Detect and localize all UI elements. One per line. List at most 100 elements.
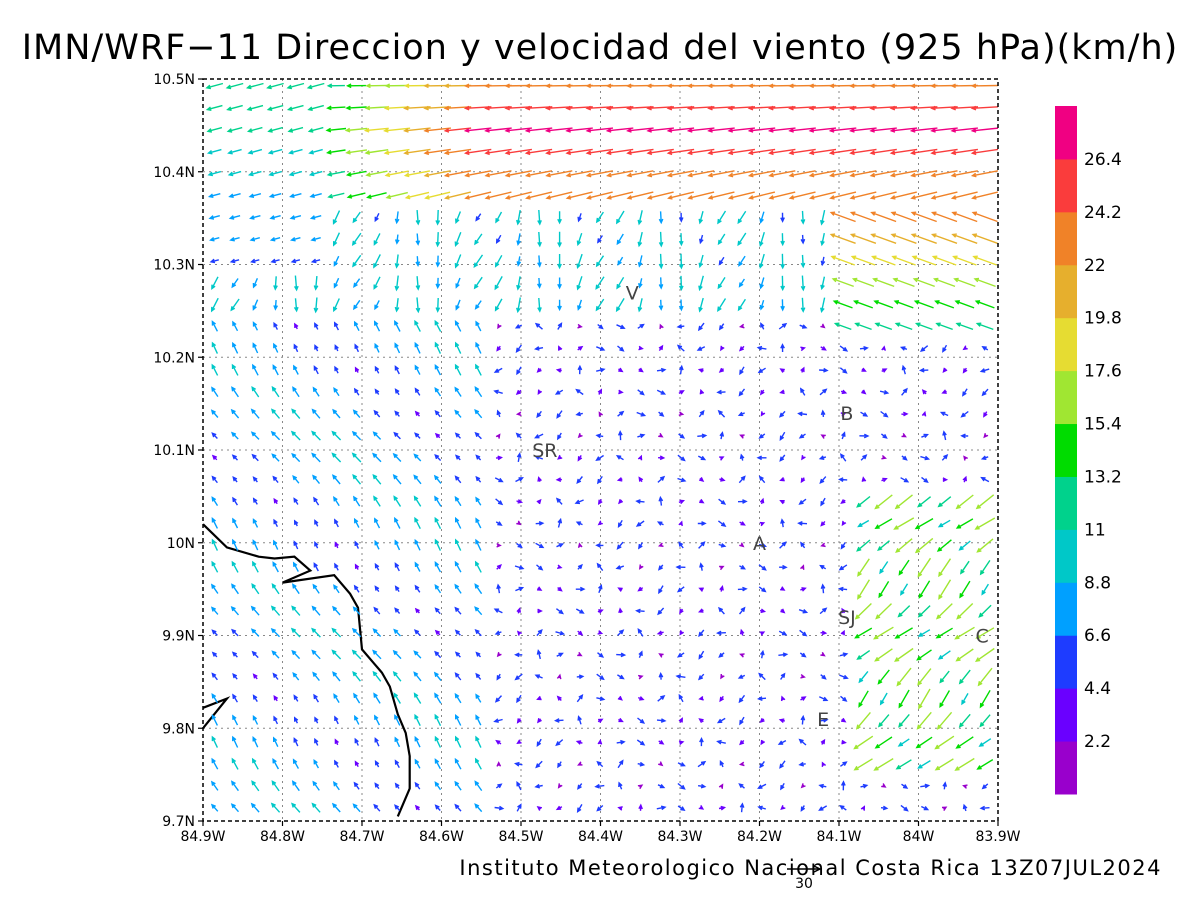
wind-vector: [900, 804, 909, 812]
wind-vector: [900, 477, 910, 483]
wind-vector: [861, 476, 867, 482]
wind-vector: [800, 783, 806, 789]
wind-vector: [290, 258, 301, 264]
wind-vector: [760, 322, 765, 330]
wind-vector: [536, 367, 542, 373]
wind-vector: [577, 455, 583, 462]
wind-vector: [716, 739, 726, 745]
wind-vector: [759, 231, 765, 248]
wind-vector: [759, 253, 765, 269]
place-label: C: [975, 626, 988, 648]
wind-vector: [231, 386, 239, 398]
wind-vector: [314, 716, 319, 724]
wind-vector: [955, 736, 974, 749]
x-tick-label: 84.9W: [180, 829, 225, 845]
wind-vector: [849, 233, 877, 244]
wind-vector: [545, 191, 573, 200]
wind-vector: [759, 497, 765, 505]
wind-vector: [206, 148, 222, 155]
wind-vector: [616, 324, 626, 329]
wind-vector: [434, 561, 442, 573]
wind-vector: [414, 538, 421, 551]
wind-vector: [495, 521, 503, 526]
wind-vector: [697, 608, 704, 613]
wind-vector: [840, 412, 847, 417]
wind-vector: [313, 562, 319, 572]
wind-vector: [780, 518, 785, 528]
wind-vector: [270, 802, 281, 813]
wind-vector: [758, 586, 767, 593]
wind-vector: [273, 694, 279, 702]
wind-vector: [941, 389, 947, 394]
wind-vector: [951, 211, 978, 223]
wind-vector: [385, 191, 408, 200]
wind-vector: [910, 191, 938, 200]
colorbar-swatch: [1055, 264, 1077, 319]
wind-vector: [678, 212, 684, 223]
wind-vector: [779, 564, 788, 570]
wind-vector: [334, 344, 339, 352]
wind-vector: [272, 672, 279, 680]
wind-vector: [697, 521, 707, 526]
wind-vector: [332, 408, 341, 419]
wind-vector: [869, 148, 897, 156]
wind-vector: [840, 499, 846, 504]
wind-vector: [698, 275, 704, 292]
wind-vector: [960, 410, 969, 418]
wind-vector: [534, 322, 543, 330]
place-label: SR: [532, 440, 557, 462]
wind-vector: [739, 434, 745, 439]
wind-vector: [738, 345, 745, 352]
wind-vector: [596, 367, 606, 373]
wind-vector: [617, 345, 625, 352]
wind-vector: [434, 409, 441, 418]
wind-vector: [635, 608, 645, 614]
wind-vector: [879, 561, 889, 575]
wind-vector: [332, 671, 341, 682]
wind-vector: [596, 760, 604, 768]
wind-vector: [656, 389, 667, 395]
wind-vector: [495, 783, 503, 789]
wind-vector: [757, 783, 767, 789]
wind-vector: [855, 711, 871, 730]
wind-vector: [637, 717, 646, 724]
wind-vector: [205, 104, 223, 111]
wind-vector: [435, 297, 441, 313]
wind-vector: [938, 579, 952, 600]
wind-vector: [455, 735, 462, 748]
wind-vector: [250, 605, 260, 616]
wind-vector: [760, 739, 766, 746]
wind-vector: [974, 517, 996, 530]
wind-vector: [975, 627, 995, 639]
wind-vector: [873, 300, 894, 309]
wind-vector: [839, 674, 849, 680]
wind-vector: [699, 737, 704, 747]
wind-vector: [346, 192, 366, 199]
wind-vector: [978, 604, 992, 618]
wind-vector: [434, 453, 442, 461]
wind-vector: [514, 673, 523, 681]
wind-vector: [939, 670, 950, 684]
wind-vector: [232, 672, 238, 680]
wind-vector: [851, 277, 875, 288]
wind-vector: [537, 255, 542, 268]
wind-vector: [779, 389, 785, 395]
wind-vector: [524, 148, 553, 156]
wind-vector: [638, 564, 644, 570]
wind-vector: [841, 739, 847, 745]
wind-vector: [798, 761, 806, 767]
wind-vector: [210, 803, 219, 812]
wind-vector: [413, 474, 422, 485]
wind-vector: [558, 345, 563, 351]
wind-vector: [656, 367, 667, 373]
wind-vector: [354, 366, 360, 373]
wind-vector: [537, 476, 542, 482]
wind-vector: [434, 341, 442, 354]
wind-vector: [394, 342, 401, 354]
wind-vector: [310, 236, 321, 242]
wind-vector: [678, 541, 684, 549]
wind-vector: [718, 323, 725, 331]
wind-vector: [286, 82, 305, 90]
wind-vector: [676, 652, 685, 658]
wind-vector: [870, 233, 897, 244]
